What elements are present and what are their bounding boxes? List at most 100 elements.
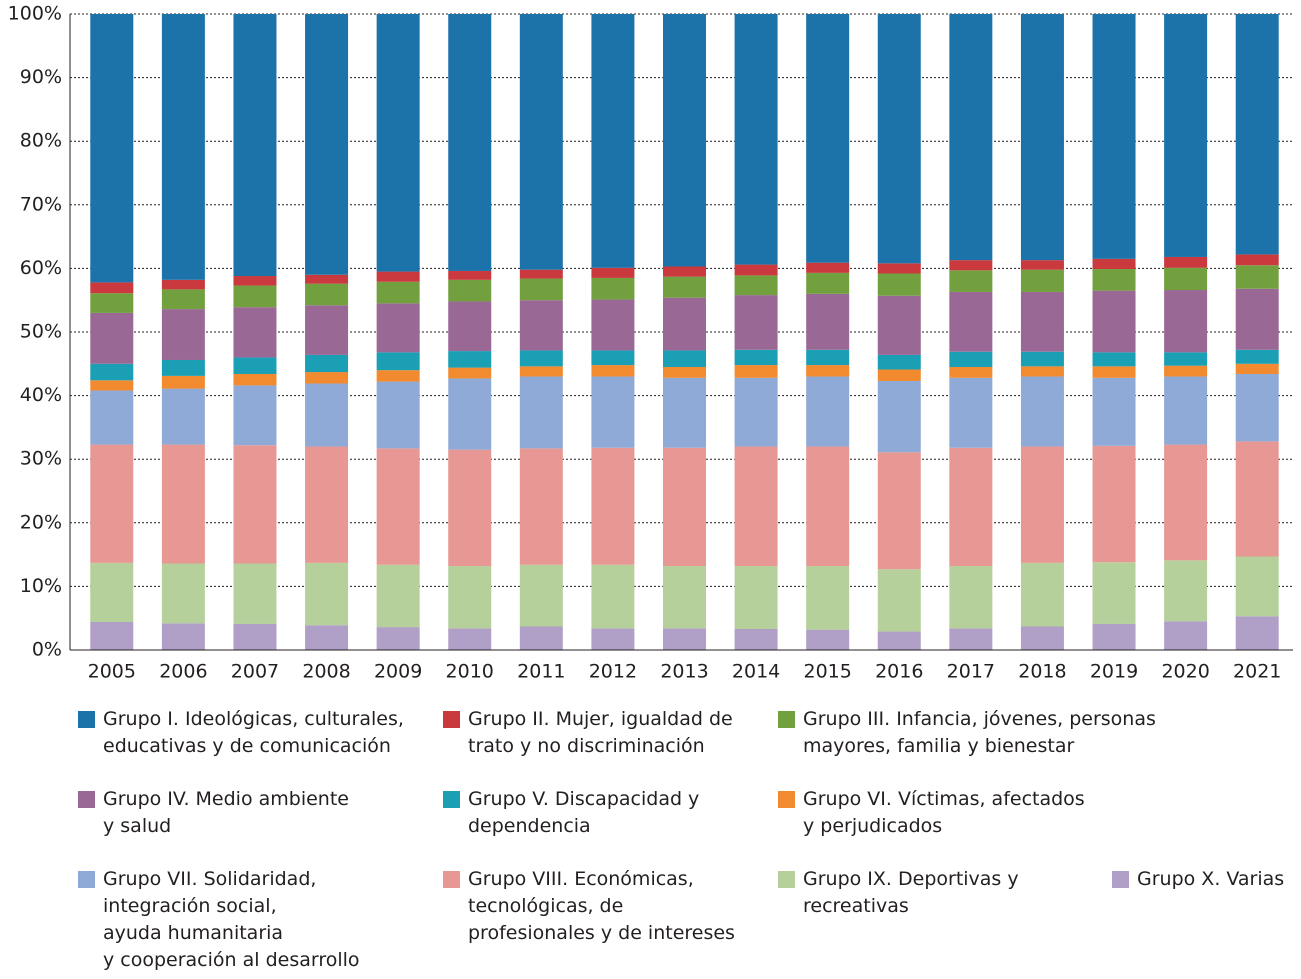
bar-segment (877, 569, 921, 632)
bar-segment (663, 366, 706, 378)
bar-segment (877, 14, 921, 264)
bar-segment (949, 260, 993, 271)
bar-segment (1092, 352, 1136, 367)
bar-segment (591, 376, 635, 448)
y-tick-label: 10% (20, 575, 62, 597)
bar-segment (519, 376, 563, 449)
bar-segment (806, 262, 850, 273)
bar-segment (233, 385, 277, 446)
bar-segment (305, 446, 349, 563)
bar-segment (233, 14, 277, 277)
bar-segment (1235, 441, 1279, 557)
bar-segment (90, 14, 134, 283)
bar-segment (734, 264, 778, 276)
y-tick-label: 0% (32, 639, 62, 661)
bar-segment (1235, 616, 1279, 650)
legend-swatch (78, 871, 95, 888)
bar-segment (1164, 14, 1208, 257)
bar-segment (1164, 560, 1208, 622)
bar-segment (376, 271, 420, 282)
bar-segment (877, 263, 921, 274)
bar-segment (305, 372, 349, 384)
legend-item: Grupo I. Ideológicas, culturales, educat… (78, 706, 404, 760)
bar-segment (519, 278, 563, 301)
bar-segment (305, 383, 349, 447)
bar-segment (448, 279, 492, 302)
bar-segment (90, 363, 134, 381)
bar-segment (448, 628, 492, 650)
bar-segment (591, 277, 635, 300)
bar-segment (90, 562, 134, 623)
bar-segment (949, 447, 993, 567)
bar-segment (806, 629, 850, 650)
bar-segment (806, 365, 850, 377)
x-tick-label: 2007 (231, 661, 279, 683)
bar-segment (1235, 556, 1279, 617)
legend-label: Grupo X. Varias (1137, 868, 1285, 890)
x-tick-label: 2012 (589, 661, 637, 683)
bar-segment (233, 307, 277, 358)
legend-label: Grupo VIII. Económicas, tecnológicas, de… (468, 868, 735, 944)
bar-segment (591, 267, 635, 278)
y-tick-label: 60% (20, 257, 62, 279)
y-tick-label: 20% (20, 511, 62, 533)
bar-segment (233, 357, 277, 374)
bar-segment (949, 351, 993, 367)
x-tick-label: 2011 (517, 661, 565, 683)
legend-swatch (778, 791, 795, 808)
legend-item: Grupo VII. Solidaridad, integración soci… (78, 866, 360, 974)
bar-segment (233, 563, 277, 624)
bar-segment (90, 622, 134, 650)
bar-segment (90, 282, 134, 294)
x-tick-label: 2006 (159, 661, 207, 683)
bar-segment (1164, 290, 1208, 353)
bar-segment (877, 295, 921, 355)
bar-segment (305, 274, 349, 284)
y-tick-label: 100% (8, 3, 62, 25)
bar-segment (734, 377, 778, 447)
bar-segment (806, 376, 850, 447)
bar-segment (806, 446, 850, 567)
bar-segment (305, 305, 349, 355)
bar-segment (734, 365, 778, 378)
bar-segment (376, 627, 420, 650)
bar-segment (949, 14, 993, 261)
x-tick-label: 2017 (947, 661, 995, 683)
x-tick-label: 2014 (732, 661, 780, 683)
bar-segment (376, 352, 420, 371)
bar-segment (376, 564, 420, 628)
y-tick-label: 80% (20, 130, 62, 152)
bar-segment (1164, 365, 1208, 377)
bar-segment (448, 449, 492, 567)
bar-segment (877, 452, 921, 570)
bar-segment (305, 562, 349, 626)
legend-label: Grupo IX. Deportivas y recreativas (803, 868, 1019, 917)
legend-item: Grupo IX. Deportivas y recreativas (778, 866, 1019, 920)
bar-segment (949, 377, 993, 448)
legend-label: Grupo III. Infancia, jóvenes, personas m… (803, 708, 1156, 757)
bar-segment (1020, 562, 1064, 627)
legend-label: Grupo IV. Medio ambiente y salud (103, 788, 349, 837)
bar-segment (305, 354, 349, 373)
bar-segment (90, 444, 134, 563)
legend-swatch (443, 711, 460, 728)
legend-label: Grupo VII. Solidaridad, integración soci… (103, 868, 360, 971)
bar-segment (591, 14, 635, 268)
bar-segment (90, 293, 134, 313)
bar-segment (1020, 260, 1064, 270)
bar-segment (1235, 254, 1279, 266)
bar-segment (663, 566, 706, 629)
x-tick-label: 2018 (1018, 661, 1066, 683)
bar-segment (1235, 373, 1279, 442)
bar-segment (663, 350, 706, 367)
bar-segment (734, 275, 778, 296)
bar-segment (1020, 269, 1064, 292)
bar-segment (1020, 376, 1064, 447)
bar-segment (519, 448, 563, 565)
bar-segment (1092, 290, 1136, 353)
bar-segment (591, 447, 635, 565)
bar-segment (734, 566, 778, 630)
bar-segment (1020, 351, 1064, 367)
bar-segment (1020, 366, 1064, 377)
bar-segment (663, 297, 706, 351)
